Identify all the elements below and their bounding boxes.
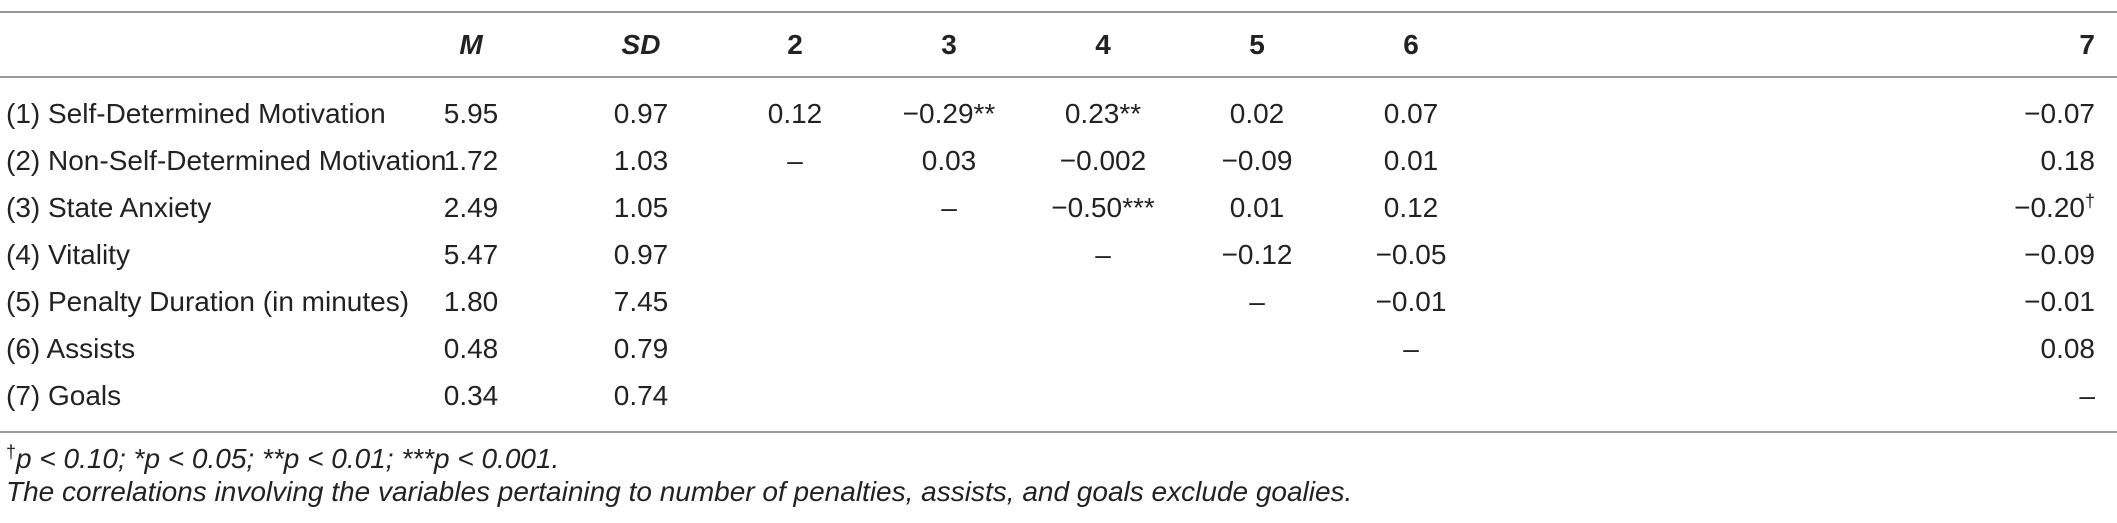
cell-corr-6: 0.12 (1383, 191, 1439, 223)
cell-corr-5 (1180, 372, 1334, 433)
cell-corr-3 (872, 372, 1026, 433)
cell-mean: 5.95 (443, 97, 499, 129)
dagger-marker: † (2084, 190, 2095, 211)
dagger-symbol: † (6, 442, 17, 462)
cell-corr-7: 0.18 (2040, 144, 2096, 176)
cell-sd: 0.79 (613, 332, 669, 364)
row-label: (1) Self-Determined Motivation (6, 97, 386, 129)
cell-corr-6: −0.01 (1375, 285, 1447, 317)
table-row: (4) Vitality 5.47 0.97 – −0.12 −0.05 −0.… (0, 231, 2117, 278)
header-col-2: 2 (718, 11, 872, 78)
cell-corr-5: 0.02 (1229, 97, 1285, 129)
cell-corr-2 (718, 372, 872, 433)
cell-corr-7: – (1488, 372, 2117, 433)
cell-corr-3 (872, 325, 1026, 372)
correlation-table: M SD 2 3 4 5 6 7 (1) Self-Determined Mot… (0, 11, 2117, 433)
cell-corr-4: 0.23** (1064, 97, 1142, 129)
cell-corr-7: −0.07 (2024, 97, 2095, 129)
cell-sd: 0.74 (564, 372, 718, 433)
exclusion-note: The correlations involving the variables… (6, 476, 1353, 507)
cell-corr-7: −0.20† (1488, 184, 2117, 231)
cell-corr-3 (872, 231, 1026, 278)
table-row: (1) Self-Determined Motivation 5.95 0.97… (0, 77, 2117, 137)
row-label: (2) Non-Self-Determined Motivation (6, 144, 447, 176)
cell-sd: 0.97 (613, 238, 669, 270)
significance-text: p < 0.10; *p < 0.05; **p < 0.01; ***p < … (16, 443, 560, 474)
row-label: (6) Assists (6, 332, 136, 364)
cell-corr-6: 0.01 (1383, 144, 1439, 176)
cell-mean: 2.49 (443, 191, 499, 223)
header-col-3: 3 (872, 11, 1026, 78)
header-mean: M (378, 11, 564, 78)
row-label: (7) Goals (0, 372, 378, 433)
header-sd: SD (564, 11, 718, 78)
cell-corr-3: 0.03 (921, 144, 977, 176)
cell-corr-2 (718, 278, 872, 325)
cell-corr-5: 0.01 (1229, 191, 1285, 223)
header-col-5: 5 (1180, 11, 1334, 78)
cell-corr-6: −0.05 (1375, 238, 1447, 270)
cell-sd: 7.45 (613, 285, 669, 317)
cell-mean: 1.80 (443, 285, 499, 317)
cell-corr-4 (1026, 278, 1180, 325)
cell-corr-7: 0.08 (2040, 332, 2096, 364)
table-row: (7) Goals 0.34 0.74 – (0, 372, 2117, 433)
row-label: (4) Vitality (6, 238, 130, 270)
significance-note: †p < 0.10; *p < 0.05; **p < 0.01; ***p <… (6, 442, 2106, 475)
cell-mean: 5.47 (443, 238, 499, 270)
cell-corr-4: −0.50*** (1051, 191, 1155, 223)
header-variable (0, 11, 378, 78)
table-row: (3) State Anxiety 2.49 1.05 – −0.50*** 0… (0, 184, 2117, 231)
cell-corr-6: 0.07 (1383, 97, 1439, 129)
cell-sd: 1.03 (613, 144, 669, 176)
cell-corr-2 (718, 325, 872, 372)
row-label: (5) Penalty Duration (in minutes) (6, 285, 410, 317)
header-col-6: 6 (1334, 11, 1488, 78)
cell-corr-2 (718, 184, 872, 231)
cell-corr-4 (1026, 372, 1180, 433)
header-col-7: 7 (1488, 11, 2117, 78)
cell-mean: 0.34 (378, 372, 564, 433)
cell-corr-2 (718, 231, 872, 278)
table-row: (5) Penalty Duration (in minutes) 1.80 7… (0, 278, 2117, 325)
cell-corr-2: – (787, 144, 803, 176)
row-label: (3) State Anxiety (6, 191, 212, 223)
table-header-row: M SD 2 3 4 5 6 7 (0, 11, 2117, 78)
cell-sd: 1.05 (613, 191, 669, 223)
cell-corr-5: −0.09 (1221, 144, 1293, 176)
table-notes: †p < 0.10; *p < 0.05; **p < 0.01; ***p <… (6, 442, 2106, 508)
cell-corr-7: −0.01 (2024, 285, 2095, 317)
cell-corr-3: – (941, 191, 957, 223)
cell-corr-7-value: −0.20 (2014, 191, 2085, 223)
cell-corr-5: −0.12 (1221, 238, 1293, 270)
cell-mean: 1.72 (443, 144, 499, 176)
cell-corr-4 (1026, 325, 1180, 372)
cell-corr-2: 0.12 (767, 97, 823, 129)
cell-mean: 0.48 (443, 332, 499, 364)
cell-corr-3: −0.29** (902, 97, 996, 129)
cell-corr-3 (872, 278, 1026, 325)
table-row: (6) Assists 0.48 0.79 – 0.08 (0, 325, 2117, 372)
cell-corr-6: – (1403, 332, 1419, 364)
cell-corr-7: −0.09 (2024, 238, 2095, 270)
cell-corr-4: −0.002 (1059, 144, 1147, 176)
cell-corr-4: – (1095, 238, 1111, 270)
cell-corr-5: – (1249, 285, 1265, 317)
cell-corr-6 (1334, 372, 1488, 433)
cell-sd: 0.97 (613, 97, 669, 129)
header-col-4: 4 (1026, 11, 1180, 78)
cell-corr-5 (1180, 325, 1334, 372)
table-row: (2) Non-Self-Determined Motivation 1.72 … (0, 137, 2117, 184)
